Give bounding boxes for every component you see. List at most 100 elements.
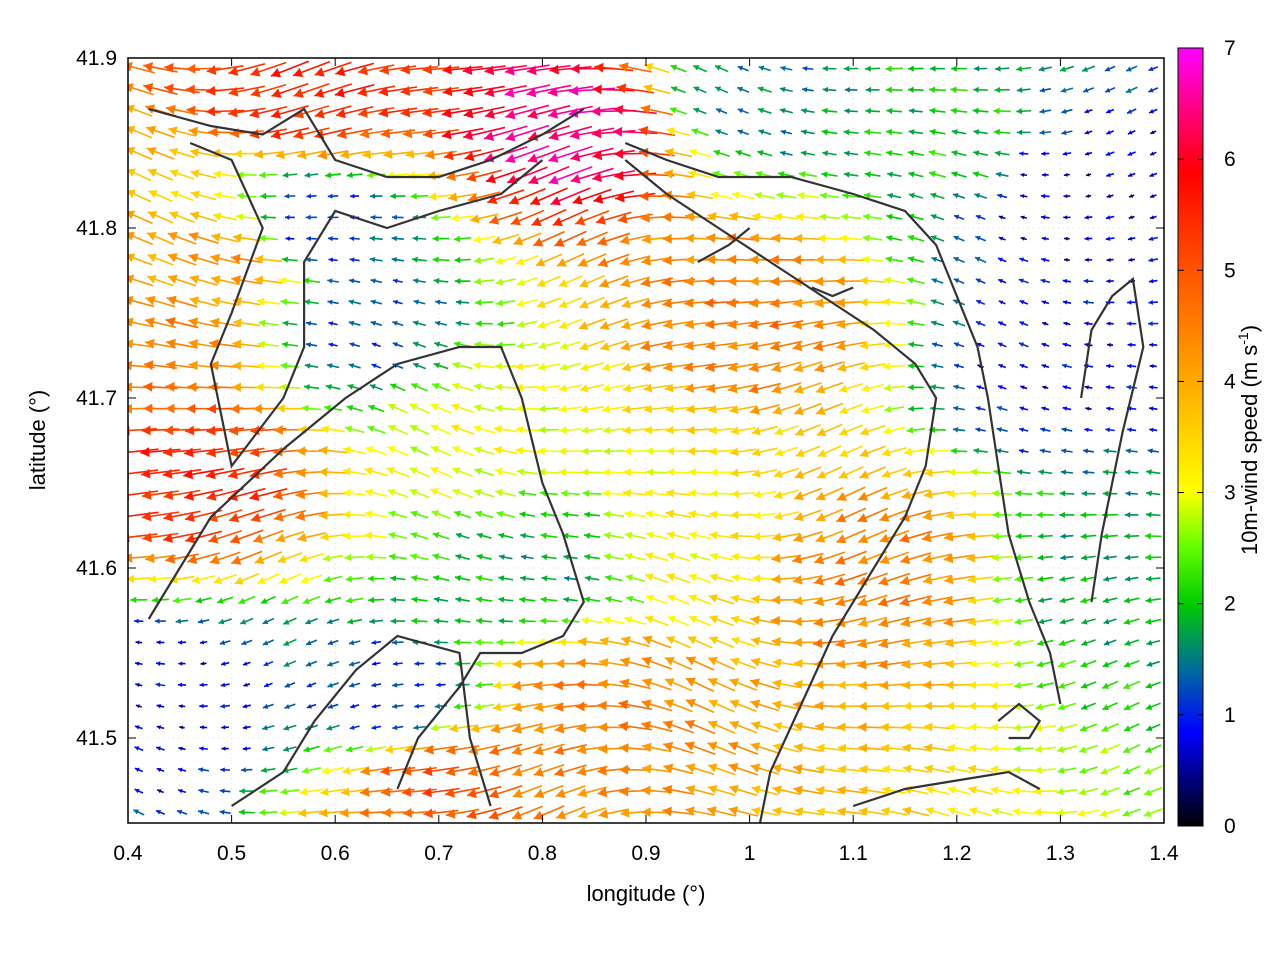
wind-arrow	[284, 193, 296, 199]
wind-arrow	[453, 703, 472, 710]
wind-arrow	[792, 319, 824, 330]
wind-arrow	[314, 83, 352, 98]
wind-arrow	[561, 617, 580, 625]
wind-arrow	[975, 406, 986, 411]
wind-arrow	[801, 87, 814, 93]
wind-arrow	[348, 299, 361, 305]
wind-arrow	[494, 362, 517, 370]
wind-arrow	[409, 553, 429, 561]
wind-arrow	[1061, 129, 1073, 136]
wind-arrow	[570, 167, 614, 184]
wind-arrow	[434, 639, 448, 646]
wind-arrow	[902, 743, 930, 753]
wind-arrow	[535, 253, 563, 267]
wind-arrow	[815, 785, 844, 795]
wind-arrow	[906, 319, 925, 327]
wind-arrow	[474, 660, 494, 668]
wind-arrow	[664, 678, 693, 692]
wind-arrow	[410, 192, 429, 200]
wind-arrow	[430, 467, 452, 478]
wind-arrow	[584, 553, 601, 561]
wind-arrow	[601, 405, 626, 414]
wind-arrow	[365, 553, 387, 561]
wind-arrow	[666, 446, 691, 456]
wind-arrow	[878, 572, 911, 586]
wind-arrow	[505, 145, 550, 164]
wind-arrow	[532, 230, 565, 247]
wind-arrow	[946, 701, 972, 711]
plot-background	[128, 58, 1164, 823]
wind-arrow	[242, 703, 251, 709]
wind-arrow	[709, 615, 735, 627]
wind-arrow	[1018, 448, 1029, 454]
wind-arrow	[445, 808, 480, 819]
wind-arrow	[350, 703, 360, 709]
wind-arrow	[258, 234, 278, 242]
wind-arrow	[443, 149, 482, 161]
wind-arrow	[771, 553, 802, 564]
wind-arrow	[552, 208, 589, 227]
wind-arrow	[771, 361, 802, 373]
wind-arrow	[184, 530, 223, 544]
wind-arrow	[199, 703, 208, 709]
wind-arrow	[534, 723, 564, 734]
wind-arrow	[901, 489, 931, 500]
wind-arrow	[520, 554, 534, 560]
wind-arrow	[943, 617, 975, 627]
wind-arrow	[1105, 108, 1115, 114]
wind-arrow	[533, 784, 564, 799]
wind-arrow	[205, 106, 245, 117]
wind-arrow	[664, 656, 693, 671]
wind-arrow	[295, 511, 328, 522]
wind-arrow	[1081, 65, 1096, 72]
wind-arrow	[320, 532, 346, 542]
wind-arrow	[968, 744, 993, 753]
wind-arrow	[128, 210, 153, 225]
wind-arrow	[1037, 575, 1054, 583]
wind-arrow	[128, 253, 153, 266]
wind-arrow	[662, 784, 695, 795]
wind-arrow	[665, 509, 692, 519]
wind-arrow	[188, 253, 219, 266]
wind-arrow	[902, 722, 929, 732]
wind-arrow	[371, 363, 382, 369]
wind-arrow	[813, 340, 846, 352]
wind-arrow	[993, 107, 1011, 115]
wind-arrow	[272, 489, 307, 501]
wind-arrow	[641, 742, 672, 753]
wind-arrow	[451, 213, 475, 222]
wind-arrow	[1084, 151, 1093, 156]
wind-arrow	[218, 618, 232, 625]
wind-arrow	[814, 361, 845, 373]
wind-arrow	[519, 596, 536, 603]
wind-arrow	[773, 489, 799, 500]
wind-arrow	[232, 318, 261, 328]
wind-arrow	[862, 234, 883, 242]
wind-arrow	[496, 638, 516, 646]
wind-arrow	[412, 278, 426, 284]
wind-arrow	[1059, 65, 1075, 73]
wind-arrow	[800, 107, 815, 114]
wind-arrow	[389, 383, 406, 392]
wind-arrow	[281, 341, 299, 348]
wind-arrow	[801, 129, 815, 135]
wind-arrow	[432, 553, 450, 561]
wind-arrow	[794, 466, 822, 479]
wind-arrow	[667, 615, 690, 627]
wind-arrow	[1033, 808, 1058, 817]
wind-arrow	[1039, 87, 1051, 93]
wind-arrow	[441, 106, 484, 118]
wind-arrow	[817, 445, 842, 458]
terrain-contour-line	[1080, 276, 1145, 603]
wind-arrow	[882, 297, 907, 307]
wind-arrow	[1034, 745, 1057, 753]
wind-arrow	[603, 510, 624, 519]
wind-arrow	[1103, 448, 1117, 454]
wind-arrow	[387, 424, 408, 435]
wind-arrow	[504, 64, 550, 76]
wind-arrow	[301, 767, 321, 775]
wind-arrow	[206, 488, 244, 501]
wind-arrow	[859, 276, 886, 286]
wind-arrow	[835, 507, 867, 523]
wind-arrow	[1014, 618, 1034, 626]
